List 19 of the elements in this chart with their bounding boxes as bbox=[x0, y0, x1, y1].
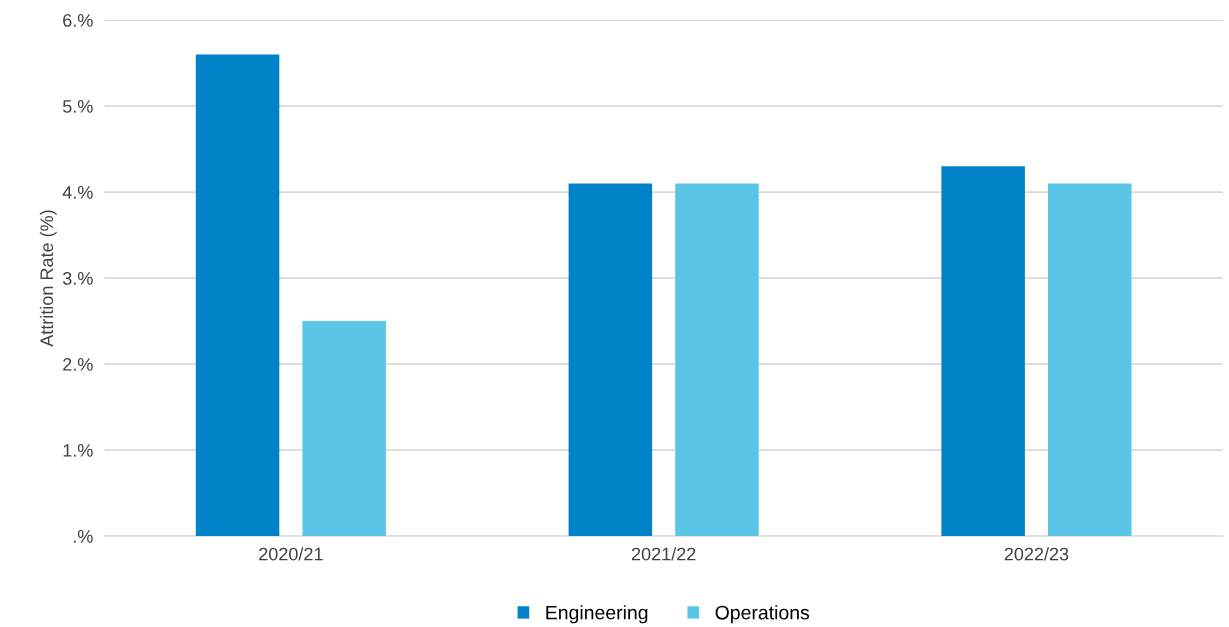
legend-label: Engineering bbox=[546, 605, 648, 624]
y-tick-label: 1.% bbox=[63, 444, 93, 457]
bar bbox=[1048, 183, 1132, 537]
y-tick-label: 5.% bbox=[62, 100, 93, 113]
y-tick-label: .% bbox=[73, 530, 93, 543]
bar bbox=[675, 183, 759, 537]
bar bbox=[941, 166, 1025, 537]
y-tick-label: 4.% bbox=[62, 186, 93, 199]
y-tick-label: 2.% bbox=[63, 358, 93, 371]
x-tick-label: 2020/21 bbox=[259, 547, 323, 561]
legend-label: Operations bbox=[715, 605, 810, 624]
x-tick-label: 2021/22 bbox=[631, 547, 696, 561]
x-tick-label: 2022/23 bbox=[1004, 547, 1069, 561]
y-tick-label: 6.% bbox=[63, 14, 93, 27]
bar bbox=[302, 321, 386, 537]
y-tick-label: 3.% bbox=[62, 272, 93, 285]
bar bbox=[195, 54, 280, 537]
y-axis-title: Attrition Rate (%) bbox=[39, 210, 57, 347]
bar bbox=[568, 183, 653, 537]
